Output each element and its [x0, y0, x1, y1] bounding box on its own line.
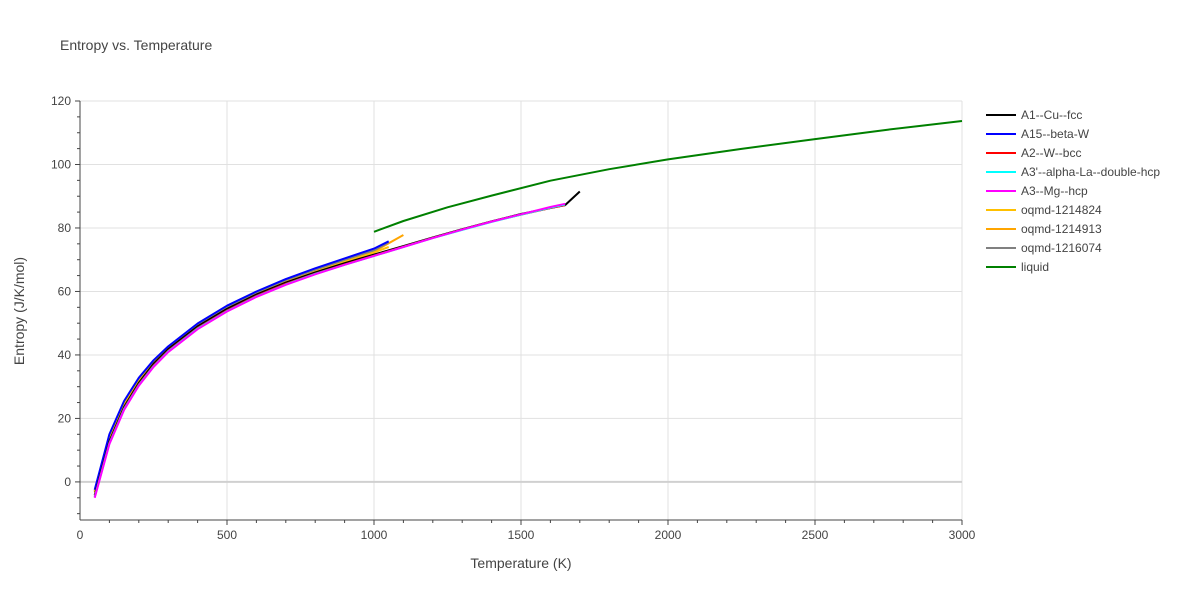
chart-title: Entropy vs. Temperature — [60, 37, 212, 53]
x-axis-ticks: 0 500 1000 1500 2000 2500 3000 — [77, 528, 976, 542]
y-tick-label: 40 — [58, 348, 72, 362]
x-tick-label: 0 — [77, 528, 84, 542]
x-tick-label: 2000 — [655, 528, 682, 542]
series-line-liquid — [373, 120, 963, 233]
x-tick-label: 2500 — [802, 528, 829, 542]
legend-label: A2--W--bcc — [1021, 146, 1081, 160]
y-axis-title: Entropy (J/K/mol) — [11, 257, 27, 365]
series-line-oqmd-1214913 — [93, 234, 404, 492]
y-tick-label: 60 — [58, 284, 72, 298]
x-tick-label: 500 — [217, 528, 237, 542]
x-tick-label: 1000 — [361, 528, 388, 542]
legend-label: A3'--alpha-La--double-hcp — [1021, 165, 1160, 179]
y-tick-label: 0 — [64, 475, 71, 489]
legend-item[interactable]: liquid — [986, 260, 1049, 274]
plot-area — [93, 120, 963, 499]
series-line-a15-beta-w — [93, 240, 390, 491]
legend-label: liquid — [1021, 260, 1049, 274]
legend-label: oqmd-1216074 — [1021, 241, 1102, 255]
x-axis-title: Temperature (K) — [470, 555, 571, 571]
legend-item[interactable]: oqmd-1214824 — [986, 203, 1102, 217]
x-tick-label: 3000 — [949, 528, 976, 542]
legend-item[interactable]: A15--beta-W — [986, 127, 1090, 141]
legend-item[interactable]: A3'--alpha-La--double-hcp — [986, 165, 1160, 179]
y-axis-ticks: 0 20 40 60 80 100 120 — [51, 94, 71, 489]
y-tick-label: 80 — [58, 221, 72, 235]
legend-item[interactable]: A3--Mg--hcp — [986, 184, 1088, 198]
series-line-oqmd-1216074 — [93, 241, 390, 492]
axes — [75, 100, 963, 525]
series-line-oqmd-1214824 — [93, 246, 390, 493]
y-tick-label: 100 — [51, 157, 71, 171]
series-line-a3-mg-hcp — [93, 202, 566, 499]
x-tick-label: 1500 — [508, 528, 535, 542]
legend-item[interactable]: A1--Cu--fcc — [986, 108, 1082, 122]
grid — [80, 100, 963, 520]
y-tick-label: 120 — [51, 94, 71, 108]
legend-item[interactable]: oqmd-1216074 — [986, 241, 1102, 255]
legend-label: A15--beta-W — [1021, 127, 1090, 141]
series-line-a1-cu-fcc — [93, 190, 581, 496]
legend-label: A1--Cu--fcc — [1021, 108, 1082, 122]
legend-label: oqmd-1214824 — [1021, 203, 1102, 217]
legend-label: A3--Mg--hcp — [1021, 184, 1088, 198]
legend-item[interactable]: oqmd-1214913 — [986, 222, 1102, 236]
y-tick-label: 20 — [58, 411, 72, 425]
legend-label: oqmd-1214913 — [1021, 222, 1102, 236]
legend-item[interactable]: A2--W--bcc — [986, 146, 1081, 160]
legend: A1--Cu--fcc A15--beta-W A2--W--bcc A3'--alp… — [986, 108, 1160, 274]
